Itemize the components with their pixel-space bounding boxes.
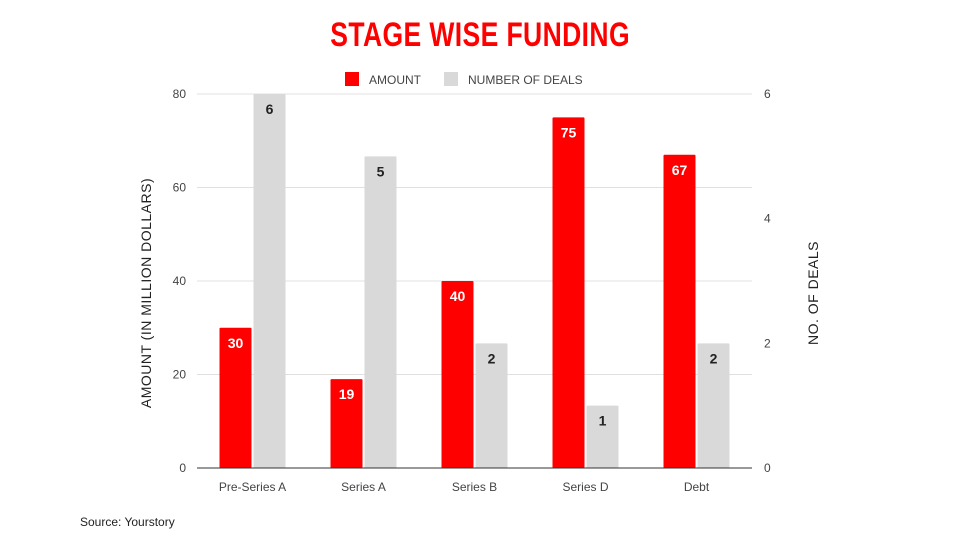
- y2-tick-label: 6: [764, 87, 771, 101]
- y-tick-label: 80: [173, 87, 187, 101]
- data-label-deals: 2: [488, 350, 496, 366]
- y2-tick-label: 0: [764, 461, 771, 475]
- bar-deals: [475, 343, 508, 468]
- y2-axis-title: NO. OF DEALS: [805, 241, 821, 345]
- bar-deals: [364, 156, 397, 469]
- y-tick-label: 60: [173, 181, 187, 195]
- data-label-amount: 19: [339, 386, 355, 402]
- y-axis-title: AMOUNT (IN MILLION DOLLARS): [138, 178, 154, 408]
- data-label-deals: 1: [599, 413, 607, 429]
- y-tick-label: 0: [179, 461, 186, 475]
- data-label-amount: 40: [450, 288, 466, 304]
- data-label-deals: 2: [710, 350, 718, 366]
- x-tick-label: Series B: [452, 480, 497, 494]
- x-tick-label: Series D: [562, 480, 608, 494]
- bar-amount: [219, 327, 252, 468]
- legend-label-amount: AMOUNT: [369, 73, 422, 87]
- legend-label-deals: NUMBER OF DEALS: [468, 73, 583, 87]
- x-tick-label: Debt: [684, 480, 710, 494]
- legend-swatch-deals: [444, 72, 458, 86]
- y-tick-label: 40: [173, 274, 187, 288]
- data-label-deals: 5: [377, 163, 385, 179]
- bar-deals: [697, 343, 730, 468]
- bar-amount: [552, 117, 585, 468]
- bar-deals: [586, 405, 619, 468]
- bar-amount: [663, 154, 696, 468]
- data-label-amount: 30: [228, 335, 244, 351]
- data-label-amount: 75: [561, 124, 577, 140]
- bar-amount: [330, 379, 363, 468]
- chart-title: STAGE WISE FUNDING: [330, 16, 630, 54]
- y-tick-label: 20: [173, 368, 187, 382]
- data-label-amount: 67: [672, 162, 688, 178]
- legend-swatch-amount: [345, 72, 359, 86]
- data-label-deals: 6: [266, 101, 274, 117]
- y2-tick-label: 2: [764, 336, 771, 350]
- x-tick-label: Pre-Series A: [219, 480, 286, 494]
- x-tick-label: Series A: [341, 480, 386, 494]
- bar-amount: [441, 281, 474, 468]
- bar-deals: [253, 94, 286, 468]
- y2-tick-label: 4: [764, 212, 771, 226]
- source-note: Source: Yourstory: [80, 515, 175, 529]
